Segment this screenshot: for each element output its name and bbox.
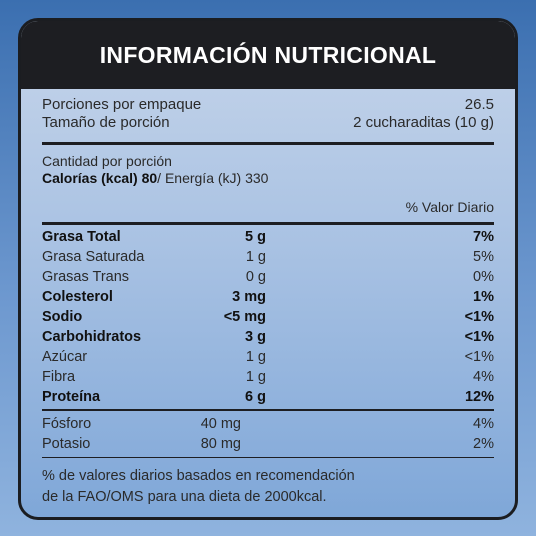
nutrient-name: Fibra — [42, 369, 76, 385]
mineral-row: Fósforo 40 mg 4% — [42, 414, 494, 434]
servings-per-package-row: Porciones por empaque 26.5 — [42, 96, 494, 114]
nutrient-row: Carbohidratos 3 g <1% — [42, 327, 494, 347]
nutrient-daily-value: 5% — [473, 249, 494, 265]
calories-label: Calorías (kcal) 80 — [42, 170, 158, 186]
servings-per-package-value: 26.5 — [464, 96, 494, 113]
nutrient-row: Grasa Saturada 1 g 5% — [42, 247, 494, 267]
nutrient-daily-value: 0% — [473, 269, 494, 285]
nutrient-row: Grasa Total 5 g 7% — [42, 227, 494, 247]
nutrient-row: Proteína 6 g 12% — [42, 387, 494, 407]
nutrient-daily-value: 12% — [464, 389, 494, 405]
nutrient-quantity: 6 g — [245, 389, 266, 405]
serving-size-value: 2 cucharaditas (10 g) — [353, 114, 494, 131]
nutrient-name: Azúcar — [42, 349, 88, 365]
calories-row: Calorías (kcal) 80/ Energía (kJ) 330 — [42, 170, 494, 187]
label-header: INFORMACIÓN NUTRICIONAL — [21, 21, 515, 89]
amount-per-serving-label: Cantidad por porción — [42, 153, 172, 169]
nutrient-quantity: 3 g — [245, 329, 266, 345]
nutrient-row: Fibra 1 g 4% — [42, 367, 494, 387]
footnote-line-2: de la FAO/OMS para una dieta de 2000kcal… — [42, 489, 327, 505]
mineral-name: Fósforo — [42, 415, 92, 432]
amount-section: Cantidad por porción Calorías (kcal) 80/… — [42, 145, 494, 222]
nutrient-name: Sodio — [42, 309, 83, 325]
nutrient-name: Carbohidratos — [42, 329, 142, 345]
nutrient-daily-value: 7% — [473, 229, 494, 245]
mineral-quantity: 40 mg — [200, 415, 241, 432]
label-title: INFORMACIÓN NUTRICIONAL — [99, 41, 437, 68]
nutrient-name: Grasa Total — [42, 229, 121, 245]
nutrient-daily-value: <1% — [464, 349, 494, 365]
daily-value-header: % Valor Diario — [405, 199, 494, 215]
nutrient-daily-value: 1% — [473, 289, 494, 305]
footnote: % de valores diarios basados en recomend… — [42, 458, 494, 508]
nutrient-quantity: <5 mg — [223, 309, 266, 325]
mineral-daily-value: 4% — [473, 415, 494, 432]
divider — [42, 456, 494, 458]
nutrient-quantity: 0 g — [245, 269, 266, 285]
mineral-quantity: 80 mg — [200, 435, 241, 452]
mineral-daily-value: 2% — [473, 435, 494, 452]
nutrient-list: Grasa Total 5 g 7% Grasa Saturada 1 g 5% Grasa… — [42, 225, 494, 409]
nutrient-daily-value: 4% — [473, 369, 494, 385]
nutrient-quantity: 1 g — [245, 249, 266, 265]
mineral-name: Potasio — [42, 435, 91, 452]
serving-size-label: Tamaño de porción — [42, 114, 170, 131]
footnote-line-1: % de valores diarios basados en recomend… — [42, 468, 355, 484]
servings-section: Porciones por empaque 26.5 Tamaño de por… — [42, 91, 494, 142]
nutrient-name: Proteína — [42, 389, 101, 405]
divider-thick — [42, 222, 494, 225]
nutrient-quantity: 1 g — [245, 349, 266, 365]
nutrient-row: Colesterol 3 mg 1% — [42, 287, 494, 307]
nutrient-quantity: 3 mg — [232, 289, 266, 305]
nutrient-daily-value: <1% — [464, 329, 494, 345]
servings-per-package-label: Porciones por empaque — [42, 96, 202, 113]
divider-thick — [42, 142, 494, 145]
nutrient-name: Grasa Saturada — [42, 249, 145, 265]
energy-label: / Energía (kJ) 330 — [157, 170, 269, 186]
mineral-list: Fósforo 40 mg 4% Potasio 80 mg 2% — [42, 411, 494, 457]
nutrient-quantity: 1 g — [245, 369, 266, 385]
nutrient-quantity: 5 g — [245, 229, 266, 245]
nutrient-row: Azúcar 1 g <1% — [42, 347, 494, 367]
nutrient-row: Sodio <5 mg <1% — [42, 307, 494, 327]
nutrient-daily-value: <1% — [464, 309, 494, 325]
mineral-row: Potasio 80 mg 2% — [42, 434, 494, 454]
nutrition-label: INFORMACIÓN NUTRICIONAL Porciones por em… — [18, 18, 518, 520]
nutrient-row: Grasas Trans 0 g 0% — [42, 267, 494, 287]
nutrient-name: Colesterol — [42, 289, 113, 305]
label-content: Porciones por empaque 26.5 Tamaño de por… — [42, 91, 494, 508]
nutrient-name: Grasas Trans — [42, 269, 130, 285]
divider — [42, 409, 494, 411]
serving-size-row: Tamaño de porción 2 cucharaditas (10 g) — [42, 114, 494, 132]
